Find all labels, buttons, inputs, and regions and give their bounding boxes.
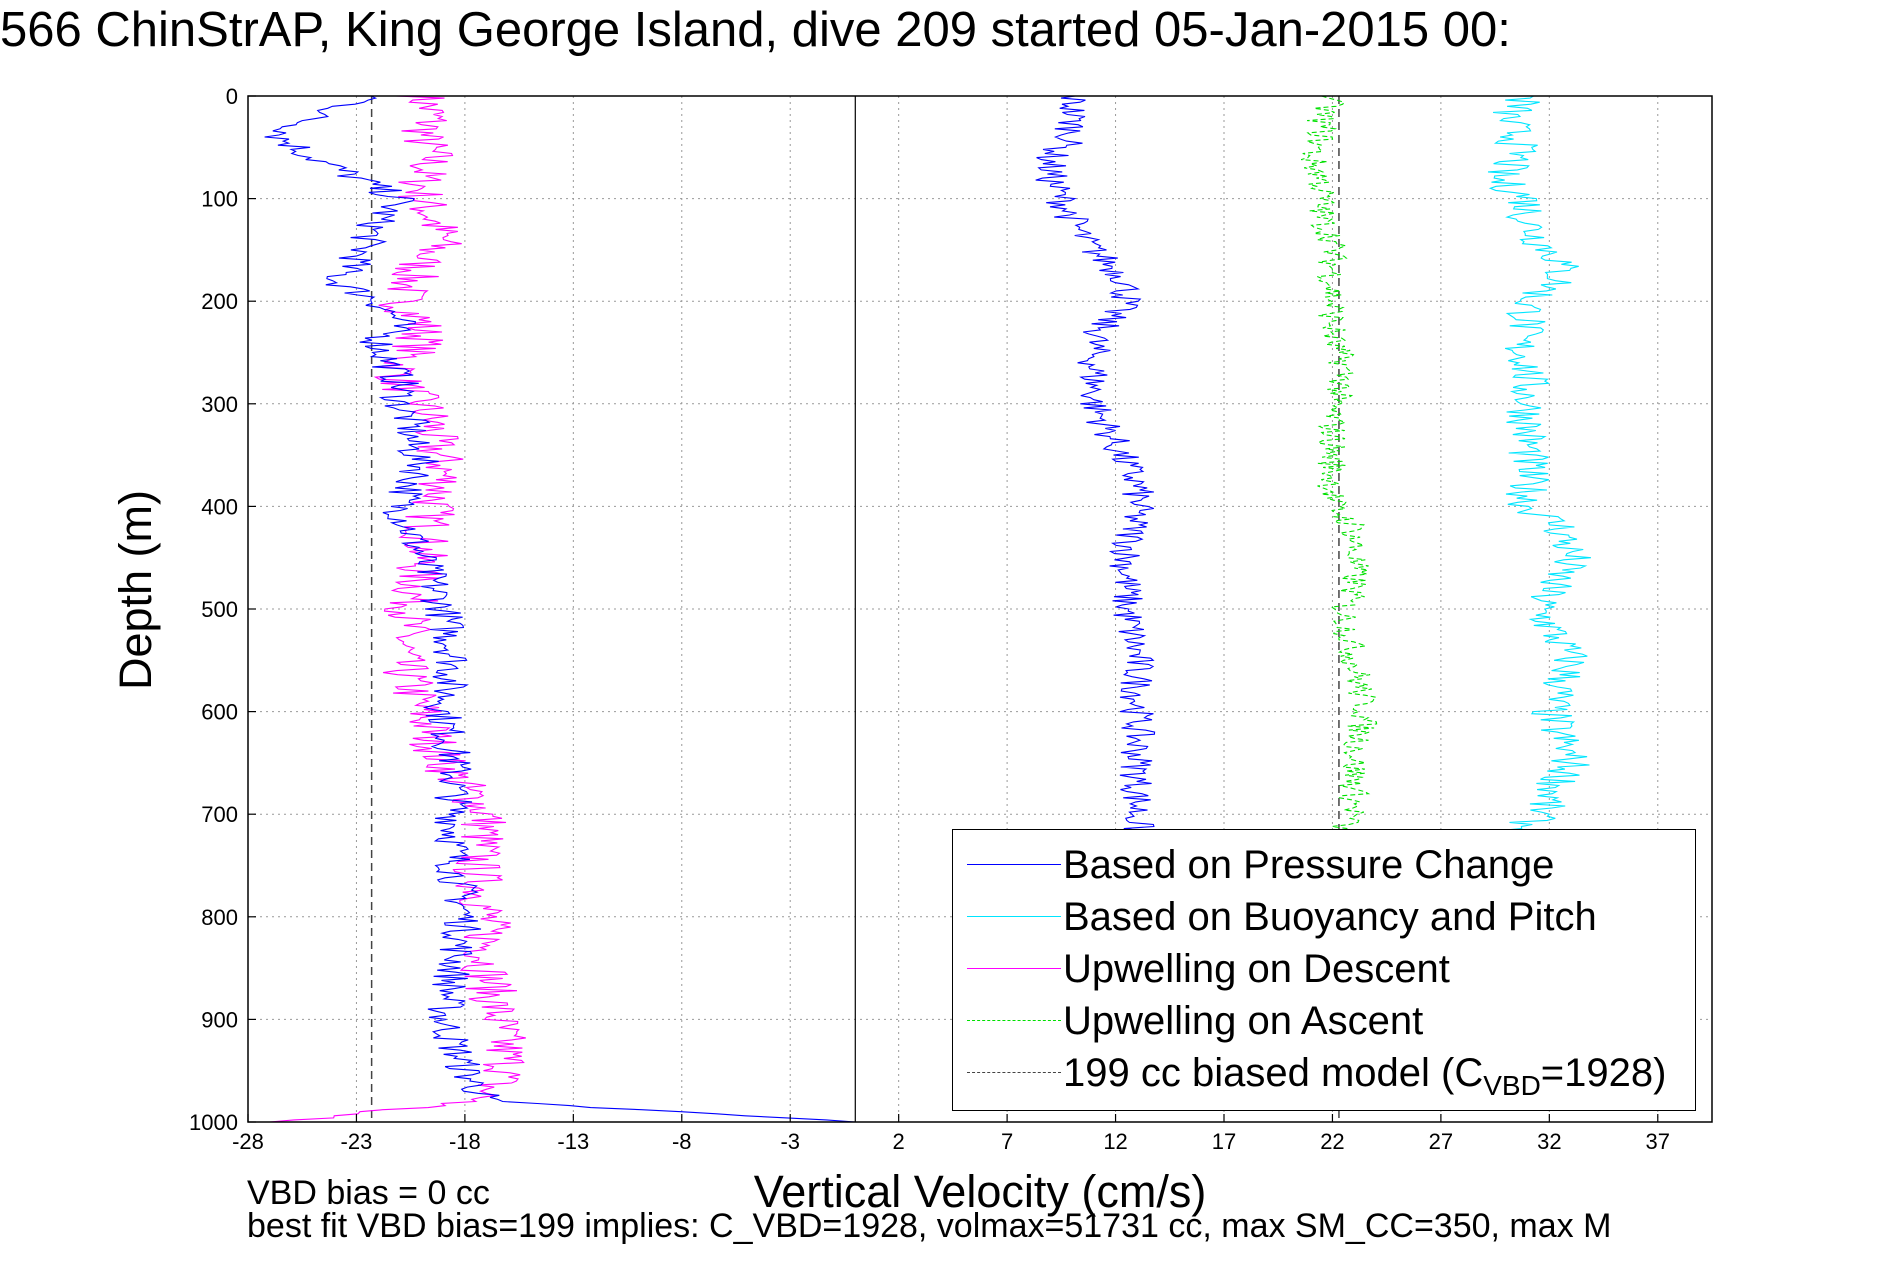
- legend-swatch: [967, 864, 1061, 865]
- x-tick-label: 32: [1537, 1129, 1561, 1154]
- x-tick-label: -18: [449, 1129, 481, 1154]
- y-tick-label: 400: [201, 494, 238, 519]
- x-tick-label: 37: [1646, 1129, 1670, 1154]
- best-fit-note: best fit VBD bias=199 implies: C_VBD=192…: [247, 1207, 1612, 1245]
- legend-swatch: [967, 916, 1061, 917]
- x-tick-label: 7: [1001, 1129, 1013, 1154]
- legend-label: Upwelling on Ascent: [1063, 999, 1424, 1043]
- x-tick-label: -23: [341, 1129, 373, 1154]
- x-tick-label: 2: [893, 1129, 905, 1154]
- vbd-bias-note: VBD bias = 0 cc: [247, 1174, 490, 1212]
- y-tick-label: 800: [201, 905, 238, 930]
- legend-entry: Based on Buoyancy and Pitch: [953, 892, 1695, 942]
- chart-legend: Based on Pressure Change Based on Buoyanc…: [952, 829, 1696, 1111]
- legend-swatch: [967, 1020, 1061, 1021]
- y-tick-label: 500: [201, 597, 238, 622]
- pressure-change-descent-line: [264, 95, 856, 1123]
- x-tick-label: -28: [232, 1129, 264, 1154]
- x-tick-label: 17: [1212, 1129, 1236, 1154]
- upwelling-descent-line: [269, 95, 526, 1123]
- legend-label: Based on Buoyancy and Pitch: [1063, 895, 1597, 939]
- y-tick-label: 0: [226, 84, 238, 109]
- buoyancy-pitch-line: [1487, 95, 1591, 836]
- legend-entry: 199 cc biased model (CVBD=1928): [953, 1048, 1695, 1101]
- pressure-change-ascent-line: [1035, 95, 1156, 836]
- y-tick-label: 900: [201, 1007, 238, 1032]
- y-tick-label: 700: [201, 802, 238, 827]
- x-axis-label: Vertical Velocity (cm/s): [753, 1166, 1207, 1217]
- x-tick-label: 27: [1429, 1129, 1453, 1154]
- legend-label: 199 cc biased model (CVBD=1928): [1063, 1051, 1667, 1101]
- x-tick-label: -13: [557, 1129, 589, 1154]
- x-tick-label: -3: [780, 1129, 800, 1154]
- x-tick-label: -8: [672, 1129, 692, 1154]
- legend-entry: Upwelling on Ascent: [953, 996, 1695, 1046]
- y-tick-label: 100: [201, 187, 238, 212]
- y-tick-label: 200: [201, 289, 238, 314]
- x-tick-label: 22: [1320, 1129, 1344, 1154]
- legend-entry: Upwelling on Descent: [953, 944, 1695, 994]
- legend-swatch: [967, 1072, 1061, 1073]
- legend-swatch: [967, 968, 1061, 969]
- y-axis-label: Depth (m): [110, 489, 161, 691]
- legend-label: Upwelling on Descent: [1063, 947, 1450, 991]
- tick-layer: -28 -23 -18 -13 -8 -3 2 7 12 17 22 27 32 370100200300…: [189, 84, 1670, 1154]
- y-tick-label: 1000: [189, 1110, 238, 1135]
- chart-title: 566 ChinStrAP, King George Island, dive …: [0, 3, 1511, 57]
- y-tick-label: 600: [201, 700, 238, 725]
- upwelling-ascent-line: [1300, 95, 1378, 836]
- legend-entry: Based on Pressure Change: [953, 840, 1695, 890]
- y-tick-label: 300: [201, 392, 238, 417]
- legend-label: Based on Pressure Change: [1063, 843, 1555, 887]
- series-layer: [264, 95, 1591, 1123]
- x-tick-label: 12: [1103, 1129, 1127, 1154]
